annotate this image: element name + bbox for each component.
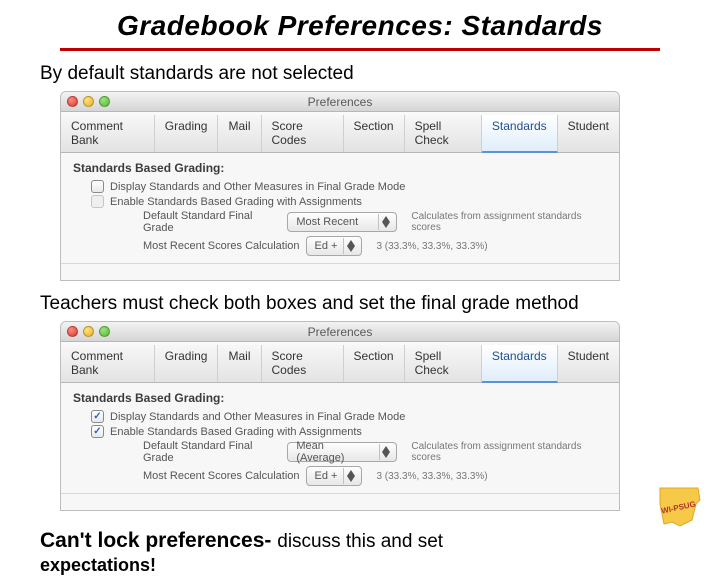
- recent-scores-label: Most Recent Scores Calculation: [143, 470, 300, 482]
- tab-spell-check[interactable]: Spell Check: [405, 115, 482, 152]
- tab-comment-bank[interactable]: Comment Bank: [61, 115, 155, 152]
- default-grade-value: Most Recent: [296, 216, 358, 228]
- wi-psug-logo: WI-PSUG: [656, 486, 702, 528]
- tab-mail[interactable]: Mail: [218, 345, 261, 382]
- recent-scores-select[interactable]: Ed +: [306, 236, 363, 256]
- tab-standards[interactable]: Standards: [482, 115, 558, 153]
- tab-student[interactable]: Student: [558, 115, 619, 152]
- default-grade-label: Default Standard Final Grade: [143, 440, 281, 464]
- tab-comment-bank[interactable]: Comment Bank: [61, 345, 155, 382]
- tab-score-codes[interactable]: Score Codes: [262, 115, 344, 152]
- warning-line2: expectations!: [40, 555, 690, 576]
- window-title: Preferences: [61, 325, 619, 339]
- checkbox-display-standards[interactable]: ✓: [91, 410, 104, 423]
- stepper-icon: [343, 238, 357, 254]
- default-grade-hint: Calculates from assignment standards sco…: [411, 211, 607, 233]
- tab-spell-check[interactable]: Spell Check: [405, 345, 482, 382]
- tab-section[interactable]: Section: [344, 345, 405, 382]
- tab-bar: Comment Bank Grading Mail Score Codes Se…: [61, 342, 619, 383]
- checkbox-display-standards-label: Display Standards and Other Measures in …: [110, 411, 405, 423]
- recent-scores-select[interactable]: Ed +: [306, 466, 363, 486]
- body-line-1: By default standards are not selected: [0, 59, 720, 91]
- stepper-icon: [379, 444, 393, 460]
- titlebar: Preferences: [61, 322, 619, 342]
- checkbox-enable-sbg: [91, 195, 104, 208]
- divider: [61, 493, 619, 494]
- tab-grading[interactable]: Grading: [155, 115, 219, 152]
- stepper-icon: [343, 468, 357, 484]
- default-grade-value: Mean (Average): [296, 440, 372, 464]
- default-grade-select[interactable]: Mean (Average): [287, 442, 397, 462]
- divider: [61, 263, 619, 264]
- tab-score-codes[interactable]: Score Codes: [262, 345, 344, 382]
- section-heading: Standards Based Grading:: [73, 389, 607, 409]
- prefs-window-unchecked: Preferences Comment Bank Grading Mail Sc…: [60, 91, 690, 281]
- checkbox-enable-sbg-label: Enable Standards Based Grading with Assi…: [110, 426, 362, 438]
- prefs-window-checked: Preferences Comment Bank Grading Mail Sc…: [60, 321, 690, 511]
- tab-standards[interactable]: Standards: [482, 345, 558, 383]
- tab-bar: Comment Bank Grading Mail Score Codes Se…: [61, 112, 619, 153]
- warning-text: Can't lock preferences- discuss this and…: [0, 519, 720, 576]
- body-line-2: Teachers must check both boxes and set t…: [0, 289, 720, 321]
- checkbox-display-standards[interactable]: [91, 180, 104, 193]
- recent-scores-value: Ed +: [315, 240, 338, 252]
- slide-title: Gradebook Preferences: Standards: [60, 0, 660, 51]
- tab-student[interactable]: Student: [558, 345, 619, 382]
- recent-scores-value: Ed +: [315, 470, 338, 482]
- window-title: Preferences: [61, 95, 619, 109]
- warning-bold: Can't lock preferences-: [40, 529, 277, 552]
- default-grade-label: Default Standard Final Grade: [143, 210, 281, 234]
- recent-scores-label: Most Recent Scores Calculation: [143, 240, 300, 252]
- tab-grading[interactable]: Grading: [155, 345, 219, 382]
- stepper-icon: [378, 214, 392, 230]
- titlebar: Preferences: [61, 92, 619, 112]
- tab-mail[interactable]: Mail: [218, 115, 261, 152]
- checkbox-enable-sbg[interactable]: ✓: [91, 425, 104, 438]
- default-grade-hint: Calculates from assignment standards sco…: [411, 441, 607, 463]
- checkbox-enable-sbg-label: Enable Standards Based Grading with Assi…: [110, 196, 362, 208]
- tab-section[interactable]: Section: [344, 115, 405, 152]
- section-heading: Standards Based Grading:: [73, 159, 607, 179]
- checkbox-display-standards-label: Display Standards and Other Measures in …: [110, 181, 405, 193]
- recent-scores-suffix: 3 (33.3%, 33.3%, 33.3%): [376, 471, 487, 482]
- recent-scores-suffix: 3 (33.3%, 33.3%, 33.3%): [376, 241, 487, 252]
- default-grade-select[interactable]: Most Recent: [287, 212, 397, 232]
- warning-rest: discuss this and set: [277, 531, 443, 552]
